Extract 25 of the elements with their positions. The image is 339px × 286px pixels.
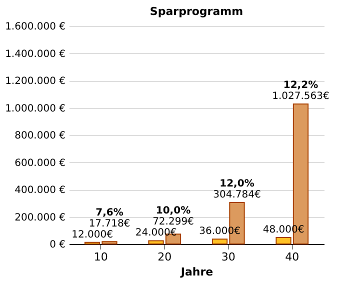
y-tick-label: 1.600.000 €: [5, 22, 66, 32]
x-tick-label: 20: [158, 250, 172, 264]
y-tick-label: 200.000 €: [14, 212, 66, 224]
x-tick-label: 40: [285, 250, 300, 264]
annotation: 10,0%: [156, 206, 191, 217]
data-label: 1.027.563€: [272, 90, 330, 102]
y-tick-label: 1.000.000 €: [5, 103, 66, 114]
y-tick-label: 400.000 €: [14, 185, 66, 196]
y-tick-label: 1.400.000 €: [5, 48, 66, 60]
annotation: 12,0%: [220, 178, 254, 190]
data-label: 72.299€: [152, 216, 194, 228]
x-axis-title: Jahre: [180, 266, 214, 278]
data-label: 304.784€: [213, 189, 261, 200]
data-label: 12.000€: [72, 229, 113, 240]
annotation: 7,6%: [96, 207, 124, 218]
x-tick-label: 10: [94, 250, 108, 264]
y-tick-label: 800.000 €: [14, 130, 66, 142]
x-tick-label: 30: [221, 250, 236, 264]
data-label: 17.718€: [88, 218, 130, 230]
y-tick-label: 600.000 €: [14, 158, 66, 169]
chart-title: Sparprogramm: [150, 5, 244, 18]
y-tick-label: 1.200.000 €: [5, 76, 66, 87]
annotation: 12,2%: [283, 80, 318, 91]
data-label: 24.000€: [135, 228, 177, 239]
y-tick-label: 0 €: [50, 240, 66, 250]
